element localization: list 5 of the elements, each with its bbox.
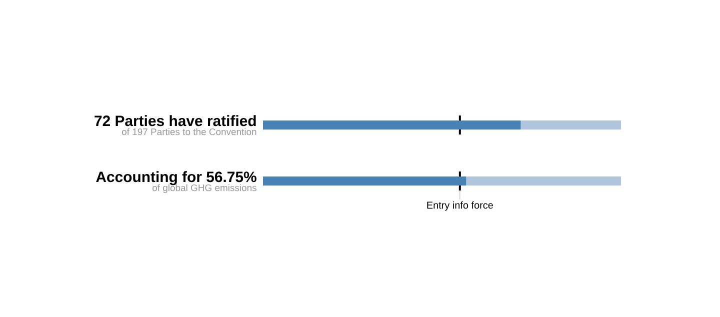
text: of 197 Parties to the Convention [122, 128, 256, 136]
ref-line-label: Entry info force [427, 201, 493, 211]
text: of global GHG emissions [152, 184, 256, 194]
y-tick-label: Accounting for 56.75% [96, 171, 256, 186]
y-tick-label: 72 Parties have ratified [94, 115, 256, 126]
